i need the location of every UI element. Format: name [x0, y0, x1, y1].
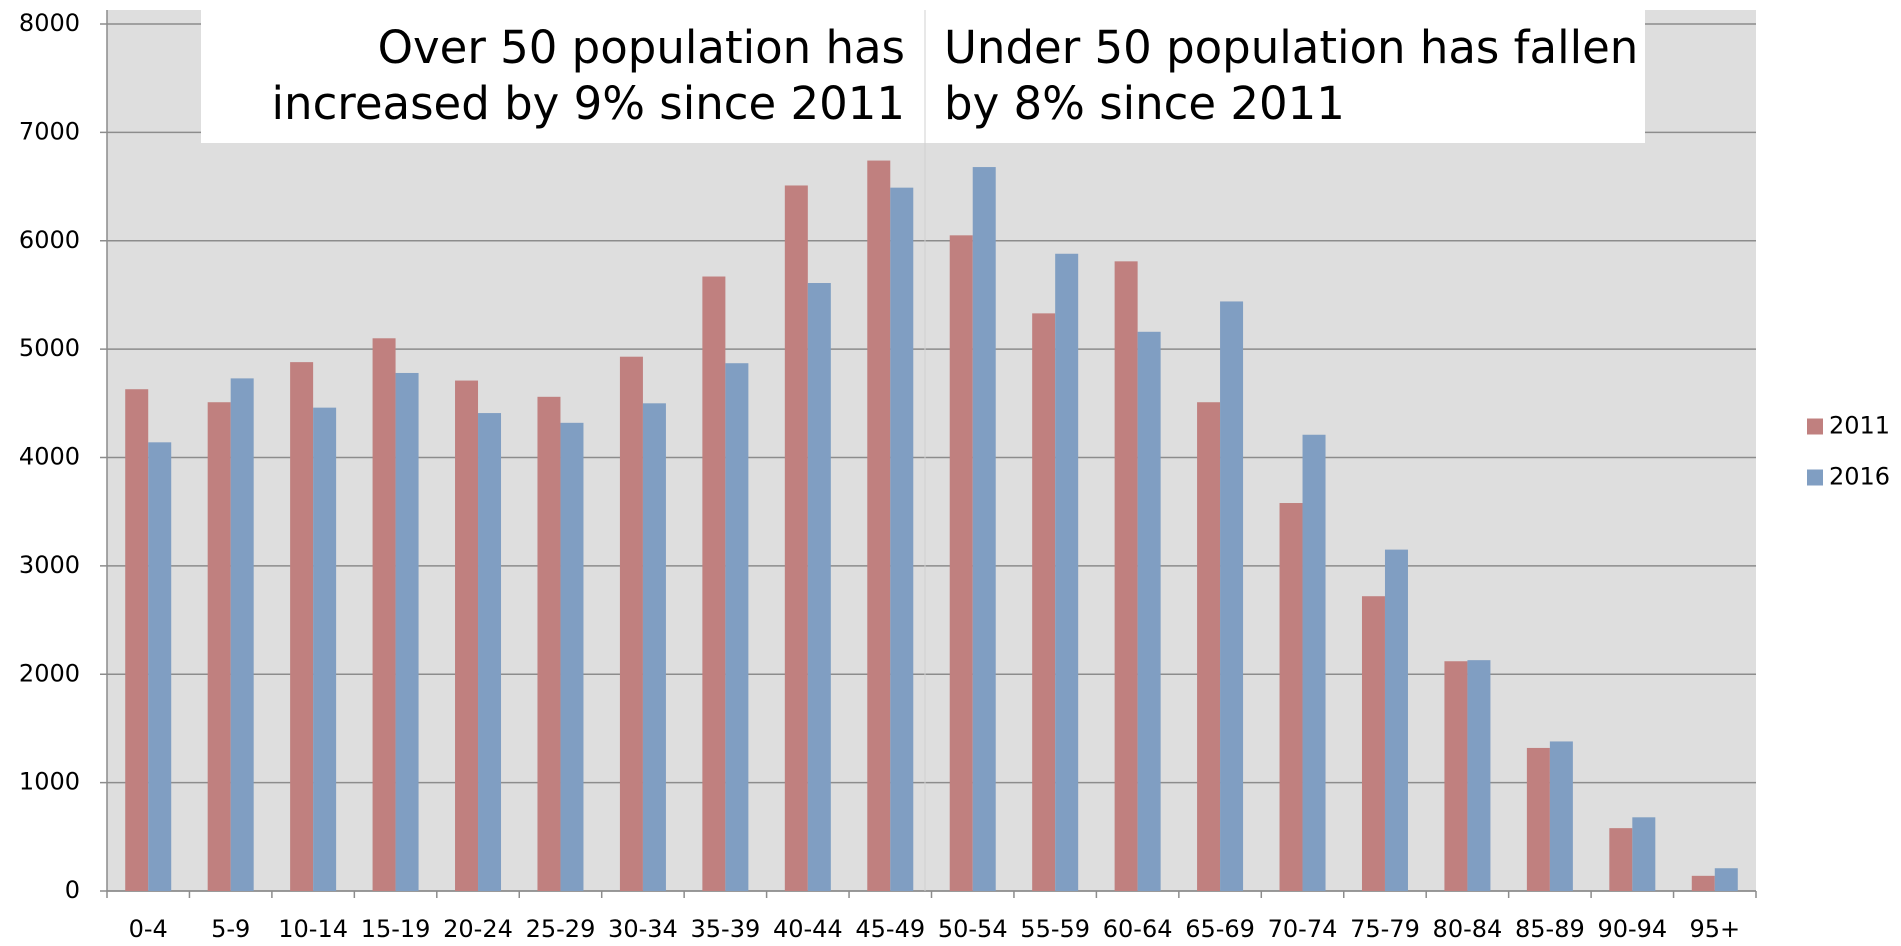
annotation-text: Over 50 population has [378, 21, 905, 74]
bar [867, 160, 891, 892]
bar [395, 372, 419, 891]
bar [537, 396, 561, 891]
x-tick-label: 0-4 [129, 915, 168, 943]
bar [1714, 868, 1738, 891]
annotation-box [201, 10, 1645, 143]
bar [972, 167, 996, 891]
bar [807, 283, 831, 891]
bar [455, 380, 479, 891]
bar [1467, 660, 1491, 891]
bar [619, 356, 643, 891]
y-tick-label: 0 [65, 876, 80, 904]
bar [702, 276, 726, 891]
bar [478, 413, 502, 891]
bar [1114, 261, 1138, 891]
y-tick-label: 4000 [19, 443, 80, 471]
legend-swatch [1807, 469, 1823, 486]
x-tick-label: 60-64 [1103, 915, 1173, 943]
bar [949, 235, 973, 892]
bar [784, 185, 808, 891]
x-tick-label: 5-9 [211, 915, 250, 943]
bar [1444, 661, 1468, 891]
bar [890, 187, 914, 892]
bar [1220, 301, 1244, 891]
bar [1632, 817, 1656, 891]
annotation-text: Under 50 population has fallen [944, 21, 1638, 74]
bar [290, 362, 314, 891]
y-tick-label: 1000 [19, 768, 80, 796]
y-tick-label: 7000 [19, 117, 80, 145]
x-tick-label: 85-89 [1515, 915, 1585, 943]
y-tick-label: 6000 [19, 226, 80, 254]
x-tick-label: 90-94 [1597, 915, 1667, 943]
x-tick-label: 70-74 [1268, 915, 1338, 943]
bar [313, 407, 337, 891]
legend-label: 2011 [1829, 412, 1890, 440]
x-tick-label: 55-59 [1020, 915, 1090, 943]
x-tick-label: 15-19 [361, 915, 431, 943]
x-tick-label: 20-24 [443, 915, 513, 943]
bar [1691, 875, 1715, 891]
x-tick-label: 80-84 [1433, 915, 1503, 943]
bar [725, 363, 749, 891]
x-tick-label: 30-34 [608, 915, 678, 943]
x-tick-label: 65-69 [1185, 915, 1255, 943]
bar [1549, 741, 1573, 891]
x-tick-label: 95+ [1689, 915, 1740, 943]
legend-label: 2016 [1829, 463, 1890, 491]
y-tick-label: 5000 [19, 334, 80, 362]
y-tick-label: 2000 [19, 659, 80, 687]
x-tick-label: 25-29 [526, 915, 596, 943]
bar [560, 422, 584, 891]
x-tick-label: 10-14 [278, 915, 348, 943]
annotation-text: by 8% since 2011 [944, 77, 1345, 130]
bar [1609, 828, 1633, 891]
bar [1302, 434, 1326, 891]
bar [1137, 331, 1161, 891]
bar [125, 389, 149, 891]
x-tick-label: 35-39 [691, 915, 761, 943]
bar [1361, 596, 1385, 891]
bar [148, 442, 172, 891]
bar [1032, 313, 1056, 892]
bar [1197, 402, 1221, 891]
bar [1279, 503, 1303, 891]
bar [207, 402, 231, 891]
legend-swatch [1807, 418, 1823, 435]
x-tick-label: 75-79 [1350, 915, 1420, 943]
bar [642, 403, 666, 891]
x-tick-label: 50-54 [938, 915, 1008, 943]
y-tick-label: 8000 [19, 9, 80, 37]
y-tick-label: 3000 [19, 551, 80, 579]
bar [1055, 253, 1079, 891]
x-tick-label: 40-44 [773, 915, 843, 943]
x-tick-label: 45-49 [855, 915, 925, 943]
annotation-text: increased by 9% since 2011 [272, 77, 905, 130]
bar [230, 378, 254, 892]
bar [1384, 549, 1408, 891]
bar [1526, 747, 1550, 891]
bar [372, 338, 396, 892]
